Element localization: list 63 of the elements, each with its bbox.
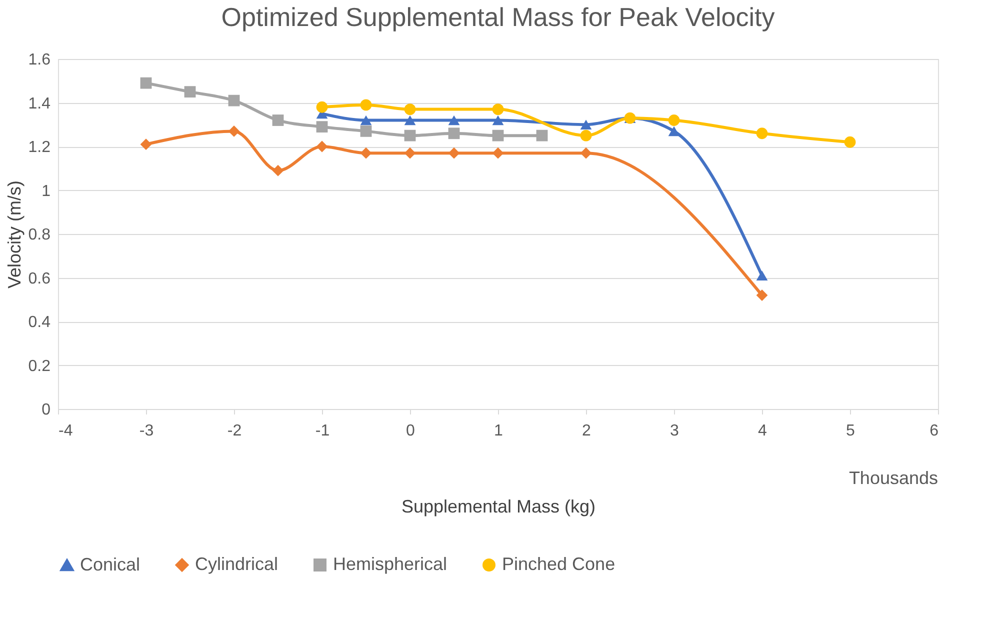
point xyxy=(536,130,548,142)
point xyxy=(140,138,152,150)
point xyxy=(492,115,504,126)
point xyxy=(360,115,372,126)
point xyxy=(492,104,504,115)
legend-label: Hemispherical xyxy=(333,554,448,574)
point xyxy=(448,128,460,140)
point xyxy=(580,147,592,159)
text: Thousands xyxy=(848,468,938,488)
point xyxy=(668,114,680,126)
y-tick-label: 1.2 xyxy=(28,139,51,156)
x-axis-title: Supplemental Mass (kg) xyxy=(401,496,596,516)
x-tick-label: 1 xyxy=(494,422,504,440)
x-tick-label: -1 xyxy=(315,422,330,440)
point xyxy=(448,147,460,159)
point xyxy=(580,130,592,142)
point xyxy=(228,94,240,106)
x-tick-label: 0 xyxy=(406,422,416,440)
point xyxy=(316,101,328,113)
legend-label: Pinched Cone xyxy=(502,554,616,574)
point xyxy=(228,125,240,137)
point xyxy=(316,121,328,133)
y-tick-label: 1.4 xyxy=(28,95,51,112)
y-tick-label: 1 xyxy=(42,182,51,200)
x-tick-label: 5 xyxy=(846,422,856,440)
y-tick-label: 0.6 xyxy=(28,270,51,288)
point xyxy=(492,130,504,142)
x-tick-label: 2 xyxy=(582,422,592,440)
point xyxy=(668,126,680,136)
y-tick-label: 0.8 xyxy=(28,226,51,244)
point xyxy=(492,147,504,159)
y-tick-label: 0 xyxy=(42,402,51,418)
point xyxy=(360,125,372,137)
y-tick-label: 1.6 xyxy=(28,52,51,68)
x-tick-label: -2 xyxy=(227,422,242,440)
point xyxy=(404,147,416,159)
point xyxy=(272,164,284,176)
x-tick-label: -3 xyxy=(139,422,154,440)
point xyxy=(756,128,768,140)
point xyxy=(404,115,416,126)
point xyxy=(756,270,768,280)
y-tick-label: 0.2 xyxy=(28,358,51,375)
point xyxy=(756,290,768,301)
x-tick-label: 4 xyxy=(758,422,768,440)
legend-label: Conical xyxy=(80,554,140,574)
y-axis-title: Velocity (m/s) xyxy=(4,180,24,289)
point xyxy=(184,86,196,98)
point xyxy=(404,130,416,142)
point xyxy=(272,114,284,126)
x-tick-label: 3 xyxy=(670,422,680,440)
point xyxy=(844,136,856,148)
legend-label: Cylindrical xyxy=(195,554,278,574)
point xyxy=(360,99,372,111)
x-tick-label: -4 xyxy=(58,422,73,440)
point xyxy=(404,104,416,115)
point xyxy=(580,120,592,130)
point xyxy=(360,147,372,159)
chart-title: Optimized Supplemental Mass for Peak Velocity xyxy=(221,2,775,32)
point xyxy=(140,77,152,89)
x-tick-label: 6 xyxy=(930,422,939,440)
point xyxy=(316,140,328,152)
point xyxy=(448,115,460,126)
y-tick-label: 0.4 xyxy=(28,314,51,331)
